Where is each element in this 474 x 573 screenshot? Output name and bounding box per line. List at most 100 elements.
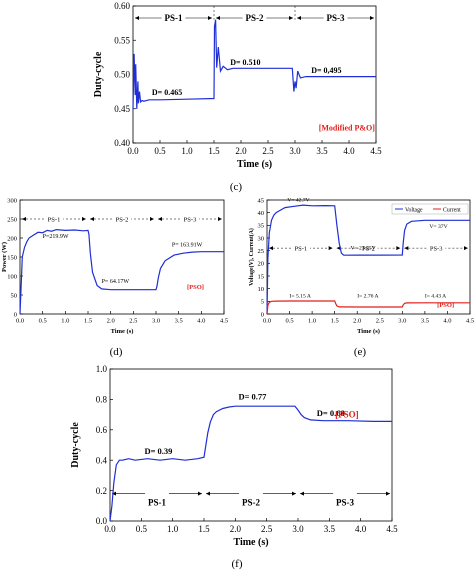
x-tick-label: 1.0 bbox=[308, 318, 316, 325]
y-axis-label: Duty-cycle bbox=[70, 422, 81, 468]
segment-label-bg bbox=[180, 215, 200, 223]
x-tick-label: 1.0 bbox=[167, 524, 179, 534]
segment-arrowhead-right bbox=[386, 491, 390, 496]
segment-arrowhead-left bbox=[216, 16, 220, 20]
y-tick-label: 0.2 bbox=[96, 486, 107, 496]
y-tick-label: 35 bbox=[258, 223, 265, 230]
x-tick-label: 4.0 bbox=[355, 524, 367, 534]
x-tick-label: 4.5 bbox=[370, 146, 382, 156]
data-annotation: D= 0.465 bbox=[152, 88, 182, 97]
segment-label: PS-1 bbox=[165, 13, 184, 23]
x-tick-label: 1.0 bbox=[61, 318, 69, 325]
x-tick-label: 1.0 bbox=[181, 146, 193, 156]
y-tick-label: 100 bbox=[7, 273, 17, 280]
y-tick-label: 0.60 bbox=[114, 1, 130, 11]
data-annotation: V= 23.25V bbox=[350, 245, 375, 251]
x-tick-label: 4.5 bbox=[220, 318, 228, 325]
x-tick-label: 2.0 bbox=[353, 318, 361, 325]
x-axis-label: Time (s) bbox=[357, 328, 380, 335]
plot-frame bbox=[266, 199, 471, 315]
segment-arrowhead-left bbox=[112, 491, 116, 496]
segment-label-bg bbox=[161, 12, 186, 23]
legend-box bbox=[391, 203, 469, 215]
y-tick-label: 0.0 bbox=[96, 516, 108, 526]
y-tick-label: 0.6 bbox=[96, 425, 108, 435]
segment-arrowhead-right bbox=[464, 246, 468, 251]
x-tick-label: 0.0 bbox=[16, 318, 24, 325]
segment-label: PS-1 bbox=[48, 216, 61, 223]
caption-d: (d) bbox=[110, 346, 123, 358]
x-tick-label: 3.5 bbox=[316, 146, 328, 156]
segment-arrowhead-right bbox=[198, 491, 202, 496]
segment-arrowhead-left bbox=[404, 246, 409, 251]
x-tick-label: 4.0 bbox=[197, 318, 205, 325]
legend-label-current: Current bbox=[443, 208, 461, 214]
y-tick-label: 0.8 bbox=[96, 395, 108, 405]
segment-arrowhead-left bbox=[297, 16, 301, 20]
series-line-voltage bbox=[266, 204, 470, 315]
y-tick-label: 5 bbox=[261, 299, 264, 306]
x-tick-label: 3.0 bbox=[292, 524, 304, 534]
x-tick-label: 0.0 bbox=[104, 524, 116, 534]
data-annotation: D= 0,495 bbox=[311, 66, 341, 75]
caption-f: (f) bbox=[232, 558, 243, 570]
y-tick-label: 50 bbox=[11, 292, 18, 299]
segment-label-bg bbox=[323, 12, 348, 23]
caption-e: (e) bbox=[354, 346, 367, 358]
x-tick-label: 0.5 bbox=[39, 318, 47, 325]
y-tick-label: 0.45 bbox=[114, 104, 130, 114]
x-tick-label: 1.5 bbox=[208, 146, 220, 156]
y-tick-label: 1.0 bbox=[96, 364, 108, 374]
x-axis-label: Time (s) bbox=[237, 159, 272, 170]
segment-arrowhead-right bbox=[396, 246, 401, 251]
x-tick-label: 2.5 bbox=[261, 524, 273, 534]
x-tick-label: 4.0 bbox=[343, 146, 355, 156]
segment-label-bg bbox=[239, 488, 263, 499]
method-tag: [PSO] bbox=[437, 302, 454, 309]
x-axis-label: Time (s) bbox=[233, 537, 268, 548]
segment-label: PS-1 bbox=[295, 245, 308, 252]
x-tick-label: 3.0 bbox=[289, 146, 301, 156]
x-tick-label: 2.0 bbox=[107, 318, 115, 325]
x-tick-label: 1.5 bbox=[198, 524, 210, 534]
y-tick-label: 300 bbox=[7, 197, 17, 204]
segment-label-bg bbox=[291, 244, 310, 252]
x-tick-label: 3.0 bbox=[152, 318, 160, 325]
x-tick-label: 2.5 bbox=[376, 318, 384, 325]
data-annotation: V= 42.7V bbox=[287, 197, 309, 203]
y-tick-label: 45 bbox=[258, 197, 265, 204]
x-tick-label: 2.0 bbox=[235, 146, 247, 156]
data-annotation: V= 37V bbox=[429, 224, 447, 230]
y-tick-label: 15 bbox=[258, 273, 265, 280]
segment-label: PS-2 bbox=[242, 498, 261, 508]
x-tick-label: 3.5 bbox=[324, 524, 336, 534]
y-tick-label: 30 bbox=[258, 235, 265, 242]
segment-label: PS-3 bbox=[327, 13, 346, 23]
segment-label: PS-3 bbox=[336, 498, 355, 508]
y-tick-label: 20 bbox=[258, 261, 265, 268]
segment-label: PS-2 bbox=[362, 245, 375, 252]
x-tick-label: 3.5 bbox=[175, 318, 183, 325]
x-tick-label: 1.5 bbox=[331, 318, 339, 325]
data-annotation: D= 0.39 bbox=[144, 446, 172, 456]
y-tick-label: 0.50 bbox=[114, 70, 130, 80]
y-tick-label: 25 bbox=[258, 248, 265, 255]
segment-arrowhead-right bbox=[82, 217, 86, 221]
y-tick-label: 40 bbox=[258, 210, 265, 217]
plot-frame bbox=[109, 368, 393, 522]
series-line-0 bbox=[109, 405, 392, 522]
x-tick-label: 2.5 bbox=[129, 318, 137, 325]
x-tick-label: 4.5 bbox=[466, 318, 474, 325]
segment-label-bg bbox=[145, 488, 169, 499]
x-tick-label: 4.0 bbox=[443, 318, 451, 325]
series-line-0 bbox=[132, 19, 376, 109]
segment-label: PS-3 bbox=[430, 245, 443, 252]
y-tick-label: 0.55 bbox=[114, 35, 130, 45]
caption-c: (c) bbox=[230, 181, 243, 193]
segment-arrowhead-left bbox=[90, 217, 94, 221]
segment-label: PS-3 bbox=[184, 216, 197, 223]
segment-arrowhead-right bbox=[328, 246, 333, 251]
x-tick-label: 1.5 bbox=[84, 318, 92, 325]
segment-label: PS-2 bbox=[116, 216, 129, 223]
segment-label-bg bbox=[427, 244, 446, 252]
